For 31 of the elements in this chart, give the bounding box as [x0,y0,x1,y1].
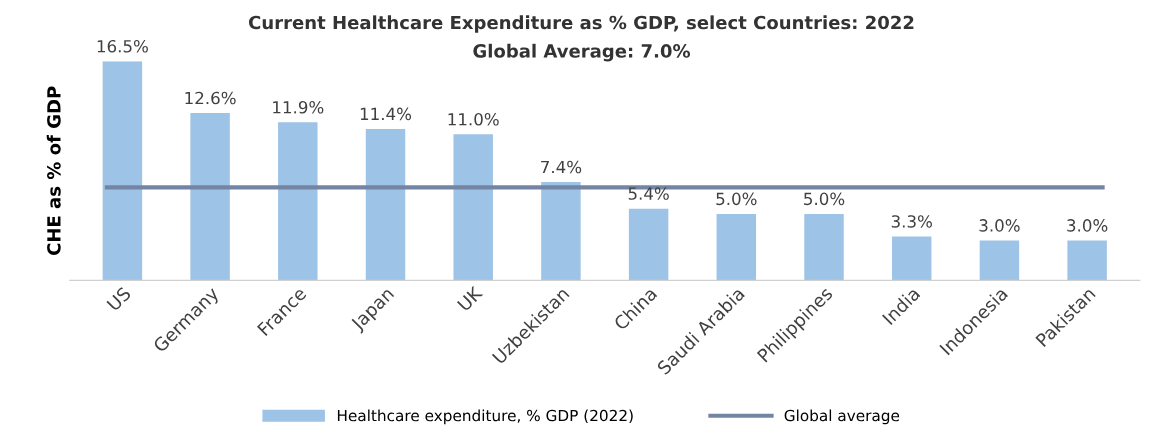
bar [102,61,143,281]
data-label: 5.0% [804,192,845,206]
bar [891,236,932,281]
data-label: 11.9% [273,100,324,114]
bar [541,182,581,281]
legend-label: Healthcare expenditure, % GDP (2022) [337,409,633,425]
x-tick-label: UK [456,285,484,312]
data-label: 5.4% [628,187,669,200]
bar [804,213,844,281]
legend-label: Global average [784,409,900,425]
y-axis-title: CHE as % of GDP [46,86,61,255]
bar [365,129,406,281]
bar [628,208,669,281]
chart-title: Current Healthcare Expenditure as % GDP, select Countries: 2022 [248,15,914,33]
x-tick-label: US [106,286,132,312]
data-label: 11.4% [360,107,412,121]
data-label: 3.0% [979,219,1020,232]
data-label: 5.0% [716,192,757,206]
data-label: 3.0% [1067,219,1108,232]
bar [716,213,757,281]
data-label: 16.5% [97,39,148,53]
bar [278,122,318,281]
bar [1067,240,1107,281]
chart-subtitle: Global Average: 7.0% [473,43,691,62]
data-label: 11.0% [448,112,499,126]
bar [979,240,1020,281]
bar [453,134,493,281]
bar [190,113,230,281]
data-label: 3.3% [891,215,932,228]
data-label: 12.6% [185,91,236,105]
data-label: 7.4% [541,160,582,174]
